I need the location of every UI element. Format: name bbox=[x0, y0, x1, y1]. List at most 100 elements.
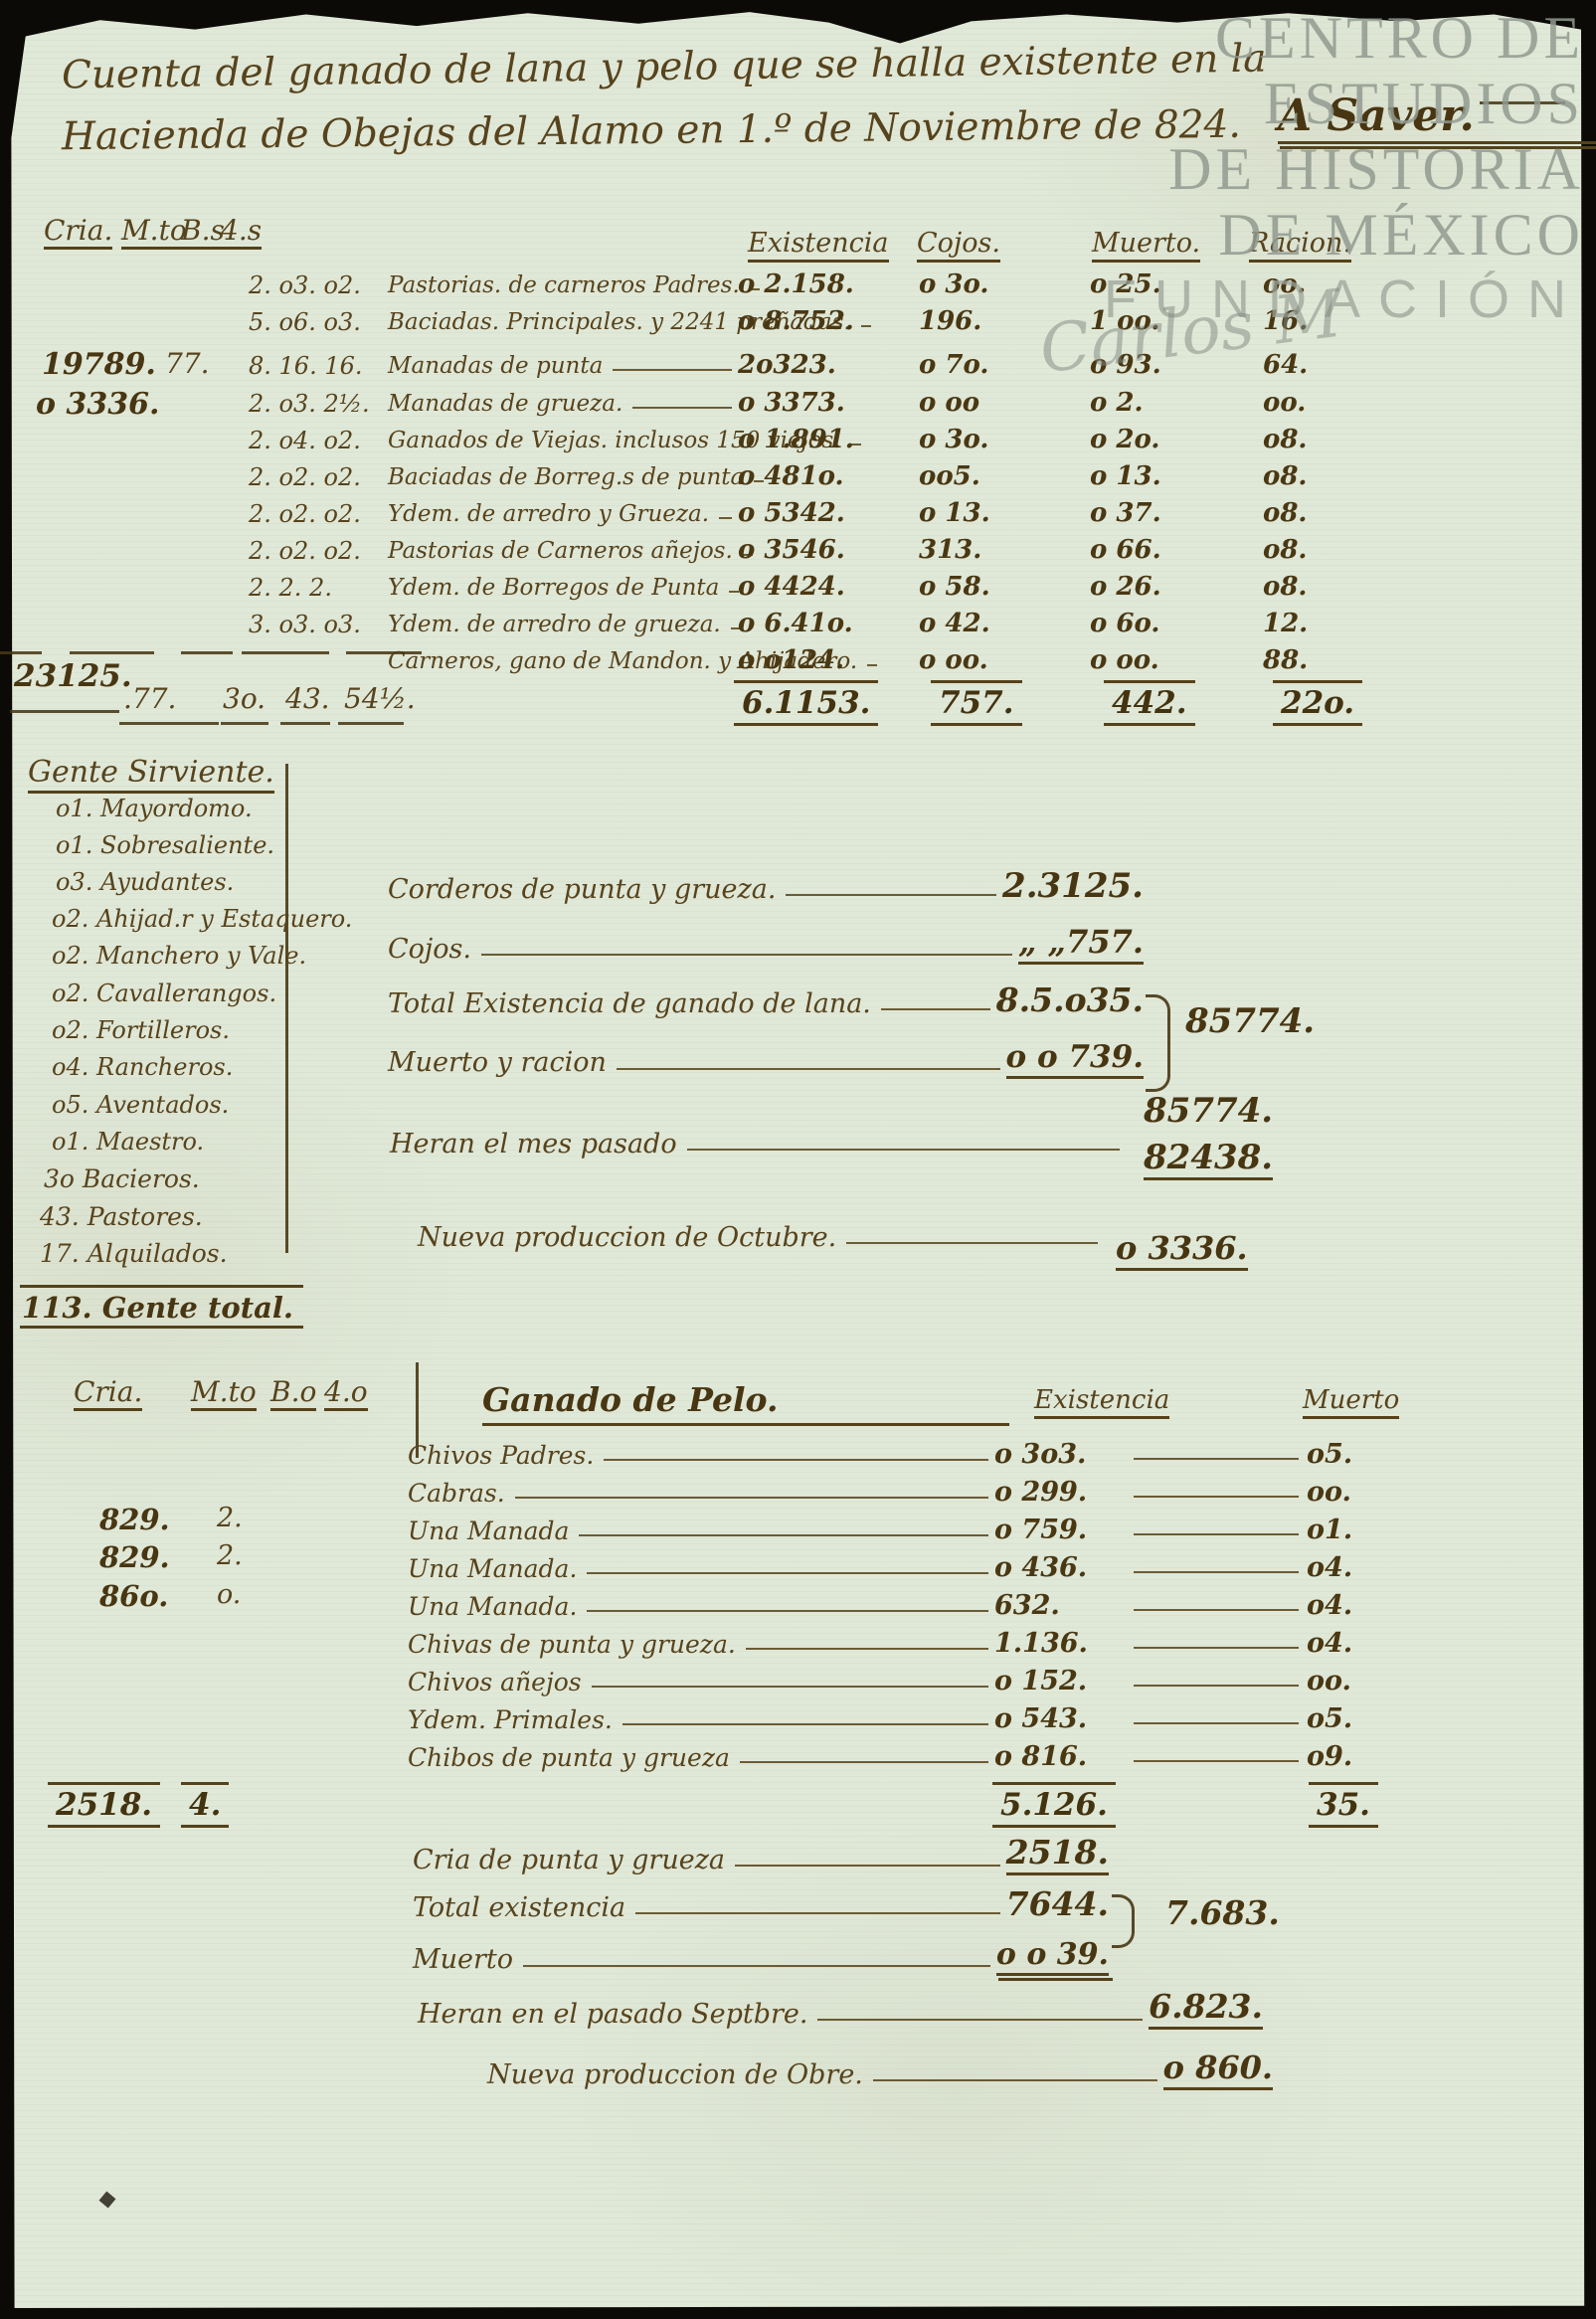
cojos-value: o 13. bbox=[919, 497, 990, 528]
existencia-value: o 3546. bbox=[738, 534, 845, 565]
leader-rule bbox=[735, 1864, 1000, 1867]
row-description: Baciadas. Principales. y 2241 preñadas. bbox=[388, 309, 871, 336]
total-existencia: 6.1153. bbox=[734, 680, 879, 726]
muerto-value: o4. bbox=[1307, 1589, 1353, 1621]
cojos-value: 196. bbox=[919, 305, 982, 336]
gente-item: o2. Manchero y Vale. bbox=[52, 942, 307, 970]
cojos-value: oo5. bbox=[919, 460, 980, 491]
ledger-row: Chivos añejos o 152. oo. bbox=[408, 1659, 1422, 1696]
pelo-col-existencia: Existencia bbox=[1034, 1385, 1170, 1420]
pelo-col-muerto: Muerto bbox=[1303, 1385, 1400, 1420]
pelo-margin-cria: 86o. bbox=[99, 1579, 169, 1613]
leader-rule bbox=[613, 369, 732, 371]
leader-rule bbox=[754, 480, 765, 482]
row-description: Ydem. Primales. bbox=[408, 1706, 994, 1734]
ledger-row: 2. o2. o2. Pastorias de Carneros añejos.… bbox=[249, 528, 1346, 565]
leader-rule bbox=[729, 591, 740, 593]
cojos-value: o oo. bbox=[919, 644, 988, 675]
summary-value: 2518. bbox=[1005, 1834, 1109, 1875]
row-description-text: Una Manada. bbox=[408, 1554, 578, 1583]
leader-rule bbox=[480, 953, 1013, 956]
row-description: Chivos Padres. bbox=[408, 1442, 994, 1470]
pelo-margin-mto: 2. bbox=[217, 1540, 243, 1571]
previous-month-label: Heran el mes pasado bbox=[390, 1129, 677, 1160]
ledger-row: 2. o2. o2. Ydem. de arredro y Grueza. o … bbox=[249, 491, 1346, 528]
muerto-value: o1. bbox=[1307, 1514, 1353, 1545]
ledger-row: 2. o4. o2. Ganados de Viejas. inclusos 1… bbox=[249, 418, 1346, 454]
ledger-row: 2. o2. o2. Baciadas de Borreg.s de punta… bbox=[249, 454, 1346, 491]
row-description-text: Baciadas. Principales. y 2241 preñadas. bbox=[388, 309, 851, 336]
muerto-value: 1 oo. bbox=[1090, 305, 1160, 336]
existencia-value: o 8.752. bbox=[738, 305, 854, 336]
muerto-value: o 37. bbox=[1090, 497, 1161, 528]
pelo-grand-total: 7.683. bbox=[1165, 1893, 1280, 1932]
row-description: Ydem. de arredro y Grueza. bbox=[388, 501, 738, 528]
margin-total-4: 43. bbox=[285, 682, 330, 715]
leader-rule bbox=[1134, 1722, 1299, 1724]
muerto-value: o9. bbox=[1307, 1740, 1353, 1772]
leader-rule bbox=[749, 288, 760, 290]
muerto-value: o 93. bbox=[1090, 349, 1161, 380]
row-description-text: Pastorias de Carneros añejos. bbox=[388, 538, 733, 565]
cojos-value: 313. bbox=[919, 534, 982, 565]
gente-item: o2. Cavallerangos. bbox=[52, 980, 277, 1007]
ledger-row: 8. 16. 16. Manadas de punta 2o323. o 7o.… bbox=[249, 343, 1346, 380]
sum-brace bbox=[1112, 1894, 1135, 1948]
gente-header: Gente Sirviente. bbox=[28, 756, 274, 794]
a-saber-heading: A Saver. bbox=[1278, 91, 1596, 150]
row-description-text: Chibos de punta y grueza bbox=[408, 1743, 730, 1772]
total-muerto: 442. bbox=[1104, 680, 1195, 726]
gente-total: 113. Gente total. bbox=[20, 1285, 304, 1330]
gente-item: o1. Maestro. bbox=[52, 1128, 205, 1156]
col-header-racion: Racion. bbox=[1249, 228, 1352, 264]
leader-rule bbox=[786, 894, 997, 897]
summary-label: Total Existencia de ganado de lana. bbox=[388, 987, 871, 1019]
summary-line: Heran en el pasado Septbre. 6.823. bbox=[418, 1988, 1263, 2030]
existencia-value: o 759. bbox=[994, 1514, 1088, 1545]
ledger-row: Carneros, gano de Mandon. y Ahijadero. o… bbox=[249, 638, 1346, 675]
pelo-margin-header-bo: B.o bbox=[270, 1376, 317, 1412]
existencia-value: 2o323. bbox=[738, 349, 836, 380]
muerto-value: o5. bbox=[1307, 1438, 1353, 1470]
summary-line: Total Existencia de ganado de lana. 8.5.… bbox=[388, 981, 1144, 1019]
summary-label: Total existencia bbox=[413, 1891, 626, 1923]
summary-value: o o 39. bbox=[995, 1938, 1114, 1981]
summary-value: 7644. bbox=[1005, 1884, 1109, 1923]
summary-value: „ „757. bbox=[1018, 924, 1144, 965]
summary-label: Muerto bbox=[413, 1944, 514, 1976]
section-divider-rule bbox=[416, 1362, 419, 1458]
cojos-value: o 3o. bbox=[919, 424, 989, 454]
cojos-value: o 3o. bbox=[919, 268, 989, 299]
leader-rule bbox=[860, 325, 871, 327]
ledger-row: Chivos Padres. o 3o3. o5. bbox=[408, 1432, 1422, 1470]
row-description-text: Ydem. de arredro y Grueza. bbox=[388, 501, 710, 528]
summary-value: o o 739. bbox=[1005, 1040, 1144, 1079]
racion-value: 12. bbox=[1263, 608, 1309, 638]
leader-rule bbox=[591, 1686, 988, 1688]
margin-rule bbox=[280, 722, 330, 725]
existencia-value: o 816. bbox=[994, 1740, 1088, 1772]
row-description-text: Chivas de punta y grueza. bbox=[408, 1630, 736, 1659]
pelo-total-muerto: 35. bbox=[1309, 1782, 1378, 1828]
pelo-margin-cria: 829. bbox=[99, 1540, 170, 1574]
leader-rule bbox=[616, 1067, 1000, 1070]
leader-rule bbox=[850, 444, 861, 446]
pelo-margin-cria: 829. bbox=[99, 1503, 170, 1536]
gente-item: 43. Pastores. bbox=[40, 1202, 203, 1231]
summary-line: Cria de punta y grueza 2518. bbox=[413, 1834, 1109, 1875]
muerto-value: o 2o. bbox=[1090, 424, 1160, 454]
racion-value: o8. bbox=[1263, 460, 1308, 491]
ledger-row: Cabras. o 299. oo. bbox=[408, 1470, 1422, 1508]
leader-rule bbox=[867, 664, 878, 666]
margin-rule bbox=[119, 722, 219, 725]
leader-rule bbox=[632, 407, 732, 409]
flock-counts: 2. o2. o2. bbox=[249, 463, 361, 492]
existencia-value: o 3o3. bbox=[994, 1438, 1087, 1470]
pelo-margin-total-mto: 4. bbox=[181, 1782, 230, 1828]
leader-rule bbox=[739, 1761, 988, 1763]
cojos-value: o 7o. bbox=[919, 349, 989, 380]
row-description: Ydem. de Borregos de Punta bbox=[388, 575, 740, 602]
summary-line: Corderos de punta y grueza. 2.3125. bbox=[388, 867, 1144, 905]
racion-value: oo. bbox=[1263, 387, 1307, 418]
gente-item: o1. Sobresaliente. bbox=[56, 831, 275, 859]
